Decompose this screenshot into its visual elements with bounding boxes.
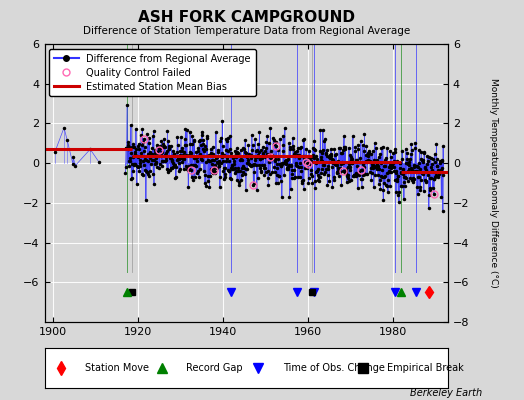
Text: ASH FORK CAMPGROUND: ASH FORK CAMPGROUND [138,10,355,25]
Text: Time of Obs. Change: Time of Obs. Change [282,363,385,373]
Text: Station Move: Station Move [85,363,149,373]
Text: Record Gap: Record Gap [185,363,243,373]
Legend: Difference from Regional Average, Quality Control Failed, Estimated Station Mean: Difference from Regional Average, Qualit… [49,49,256,96]
Text: Empirical Break: Empirical Break [387,363,464,373]
Y-axis label: Monthly Temperature Anomaly Difference (°C): Monthly Temperature Anomaly Difference (… [489,78,498,288]
Text: Difference of Station Temperature Data from Regional Average: Difference of Station Temperature Data f… [83,26,410,36]
Text: Berkeley Earth: Berkeley Earth [410,388,482,398]
